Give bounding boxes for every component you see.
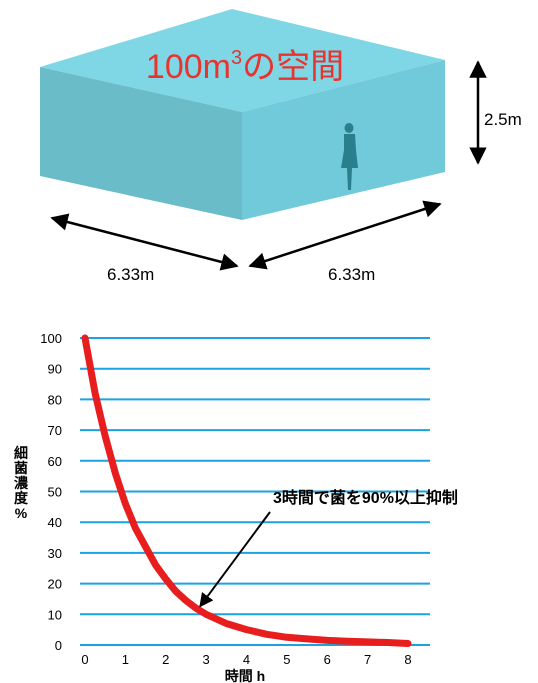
x-axis-label: 時間 h — [225, 668, 265, 683]
room-left-face — [40, 67, 242, 220]
data-point-0-14 — [243, 626, 250, 633]
room-volume-number: 100m — [146, 48, 231, 86]
x-tick-7: 7 — [364, 652, 371, 667]
width-right-arrow — [248, 200, 442, 270]
x-tick-3: 3 — [203, 652, 210, 667]
data-point-0-11 — [192, 604, 200, 612]
annotation-text: 3時間で菌を90%以上抑制 — [273, 488, 458, 507]
y-tick-20: 20 — [48, 577, 62, 592]
data-point-0-18 — [324, 637, 331, 644]
room-top-face — [40, 9, 445, 112]
data-point-0-20 — [364, 638, 371, 646]
room-volume-superscript: 3 — [231, 47, 242, 69]
room-box: 100m3の空間 — [40, 9, 445, 220]
data-point-0-15 — [263, 631, 270, 638]
person-icon — [341, 123, 358, 190]
width-left-label: 6.33m — [107, 265, 154, 284]
x-tick-1: 1 — [122, 652, 129, 667]
y-tick-10: 10 — [48, 607, 62, 622]
data-point-0-19 — [344, 638, 351, 645]
x-tick-2: 2 — [162, 652, 169, 667]
y-tick-80: 80 — [48, 392, 62, 407]
y-tick-60: 60 — [48, 454, 62, 469]
y-tick-40: 40 — [48, 515, 62, 530]
data-point-0-1 — [91, 390, 99, 397]
y-tick-30: 30 — [48, 546, 62, 561]
data-point-0-21 — [384, 639, 392, 646]
data-point-0-10 — [182, 597, 190, 604]
data-point-0-7 — [152, 561, 159, 569]
x-tick-5: 5 — [283, 652, 290, 667]
y-tick-50: 50 — [48, 485, 62, 500]
width-right-label: 6.33m — [328, 265, 375, 284]
data-point-0-9 — [172, 588, 180, 595]
series-layer — [81, 334, 412, 647]
height-label: 2.5m — [484, 110, 522, 129]
y-axis-label-char-0: 細 — [14, 445, 28, 461]
y-tick-0: 0 — [55, 638, 62, 653]
y-axis-label-char-2: 濃 — [14, 475, 29, 491]
y-tick-100: 100 — [40, 331, 62, 346]
room-volume-title: 100m3の空間 — [146, 47, 344, 86]
data-point-0-5 — [132, 525, 139, 532]
data-point-0-8 — [162, 575, 169, 583]
y-tick-70: 70 — [48, 423, 62, 438]
x-tick-labels: 0 1 2 3 4 5 6 7 8 — [81, 652, 411, 667]
data-point-0-12 — [202, 611, 210, 618]
data-point-0-17 — [303, 635, 311, 643]
data-point-0-3 — [112, 469, 119, 477]
x-tick-8: 8 — [404, 652, 411, 667]
data-point-0-13 — [223, 620, 230, 627]
annotation-arrow — [199, 511, 271, 608]
width-left-arrow — [50, 213, 239, 271]
x-tick-0: 0 — [81, 652, 88, 667]
data-point-0-0 — [81, 334, 89, 342]
room-right-face — [242, 60, 445, 220]
data-point-0-22 — [404, 640, 412, 647]
y-tick-labels: 0 10 20 30 40 50 60 70 80 90 100 — [40, 331, 62, 653]
data-point-0-16 — [283, 634, 291, 641]
y-axis-label-char-1: 菌 — [14, 460, 28, 476]
data-point-0-2 — [101, 433, 109, 440]
data-point-0-6 — [142, 543, 149, 550]
room-volume-suffix: の空間 — [242, 48, 344, 86]
y-tick-90: 90 — [48, 362, 62, 377]
chart-gridlines — [80, 337, 430, 646]
x-tick-6: 6 — [324, 652, 331, 667]
data-point-0-4 — [122, 500, 129, 507]
x-tick-4: 4 — [243, 652, 250, 667]
y-axis-label-char-3: 度 — [14, 490, 29, 506]
y-axis-label-char-4: % — [15, 505, 28, 521]
